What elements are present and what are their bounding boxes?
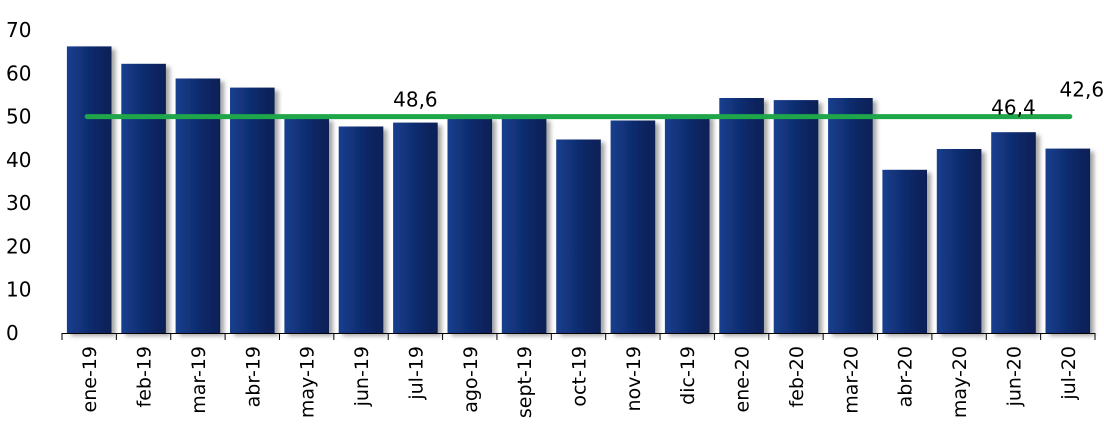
x-tick-label: sept-19	[514, 346, 536, 418]
y-tick-label: 30	[6, 191, 31, 215]
bar-ago-19	[447, 117, 493, 333]
x-tick-label: ene-20	[732, 346, 754, 412]
bar-jun-19	[338, 126, 384, 333]
x-tick-label: dic-19	[677, 346, 699, 405]
y-tick-label: 10	[6, 278, 31, 302]
bar-oct-19	[556, 139, 601, 333]
x-tick-label: jun-19	[351, 346, 373, 407]
y-tick-label: 0	[6, 321, 19, 345]
x-tick-label: may-20	[949, 346, 971, 418]
x-tick-label: ago-19	[460, 346, 482, 413]
bars-group	[66, 46, 1091, 334]
x-tick-label: mar-19	[188, 346, 210, 414]
data-label-jun-20: 46,4	[991, 96, 1036, 120]
x-tick-label: abr-20	[895, 346, 917, 407]
bar-ene-19	[66, 46, 112, 334]
x-axis: ene-19 feb-19 mar-19 abr-19 may-19 jun-19 jul-…	[61, 333, 1096, 418]
y-tick-label: 50	[6, 105, 31, 129]
bar-ene-20	[719, 98, 764, 333]
x-tick-label: oct-19	[569, 346, 591, 407]
x-tick-label: jul-19	[405, 346, 427, 401]
bar-abr-19	[230, 87, 275, 333]
y-tick-label: 70	[6, 18, 31, 42]
x-tick-label: feb-19	[134, 346, 156, 407]
x-tick-label: ene-19	[79, 346, 101, 412]
x-tick-label: abr-19	[242, 346, 264, 407]
bar-jul-20	[1045, 148, 1091, 333]
data-labels-group: 48,6 46,4 42,6	[393, 78, 1104, 120]
bar-feb-19	[121, 63, 166, 334]
x-tick-label: may-19	[297, 346, 319, 418]
bar-feb-20	[773, 100, 819, 333]
bar-may-19	[284, 117, 329, 334]
x-tick-label: jul-20	[1058, 346, 1080, 401]
x-tick-label: jun-20	[1003, 346, 1025, 407]
bar-mar-20	[828, 98, 873, 333]
bar-abr-20	[882, 169, 927, 333]
bar-nov-19	[610, 120, 656, 333]
y-tick-label: 40	[6, 148, 31, 172]
bar-jul-19	[393, 122, 438, 333]
data-label-jul-19: 48,6	[393, 88, 438, 112]
x-tick-label: feb-20	[786, 346, 808, 407]
bar-jun-20	[991, 132, 1036, 333]
data-label-jul-20: 42,6	[1060, 78, 1104, 102]
x-tick-label: nov-19	[623, 346, 645, 411]
y-tick-label: 20	[6, 234, 31, 258]
y-axis: 0 10 20 30 40 50 60 70	[6, 18, 31, 345]
bar-dic-19	[664, 114, 710, 333]
bar-sept-19	[501, 117, 547, 334]
bar-mar-19	[175, 78, 221, 333]
y-tick-label: 60	[6, 61, 31, 85]
bar-may-20	[936, 149, 982, 333]
x-tick-label: mar-20	[840, 346, 862, 414]
